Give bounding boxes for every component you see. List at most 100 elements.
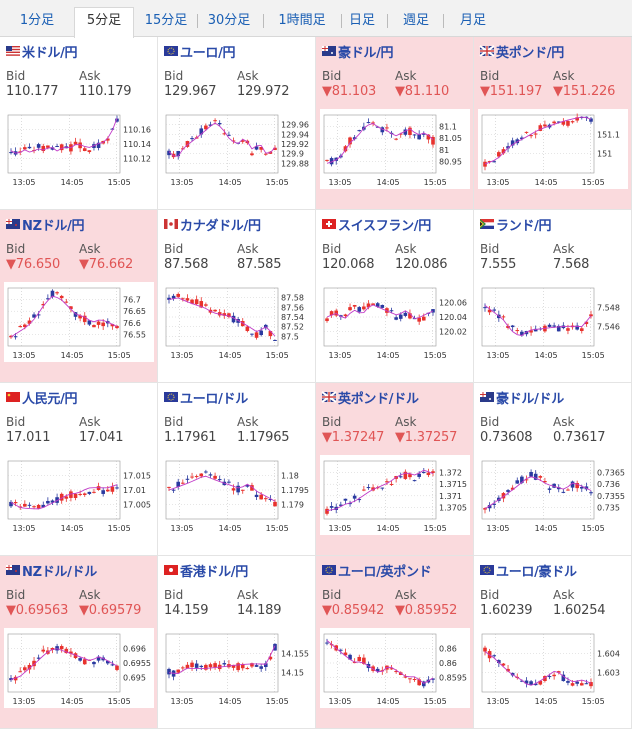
candle-body [181,482,185,484]
tab-6[interactable]: 週足 [402,13,429,28]
x-tick-label: 15:05 [108,178,131,187]
candle-body [352,495,357,499]
bid-value: 14.159 [164,603,209,618]
candle-body [204,471,208,473]
pair-name[interactable]: ユーロ/ドル [180,392,248,407]
candle-body [492,503,497,505]
candle-body [483,508,487,510]
price-chart: 110.16 110.14 110.12 13:05 14:05 15:05 [4,109,154,189]
pair-name[interactable]: ランド/円 [496,219,552,234]
y-tick-label: 1.1795 [281,486,309,495]
rate-cell[interactable]: 人民元/円 Bid Ask 17.011 17.041 17.015 17.01 17.005… [0,383,158,556]
candle-body [78,493,82,495]
pair-name[interactable]: 豪ドル/ドル [496,392,564,407]
tab-5[interactable]: 日足 [348,13,375,28]
pair-name[interactable]: NZドル/ドル [22,565,97,580]
candle-body [36,657,41,659]
candle-body [524,479,529,481]
pair-name[interactable]: 豪ドル/円 [338,46,394,61]
bid-value: ▼1.37247 [322,430,385,445]
candle-body [501,316,506,318]
pair-name[interactable]: 英ポンド/円 [496,46,564,61]
rate-cell[interactable]: ユーロ/ドル Bid Ask 1.17961 1.17965 1.18 1.1795 1.17… [158,383,316,556]
y-tick-label: 110.12 [123,155,151,164]
rate-cell[interactable]: 豪ドル/ドル Bid Ask 0.73608 0.73617 0.7365 0.736 0.7… [474,383,632,556]
tab-0[interactable]: 1分足 [19,13,55,28]
candle-body [23,503,27,507]
candle-body [176,293,181,297]
candle-body [487,505,492,509]
candle-body [366,303,371,308]
candle-body [190,299,194,304]
y-tick-label: 81.05 [439,134,462,143]
pair-name[interactable]: ユーロ/円 [180,46,236,61]
candle-body [389,310,394,312]
x-tick-label: 13:05 [12,178,35,187]
pair-name[interactable]: スイスフラン/円 [338,219,431,234]
pair-name[interactable]: 人民元/円 [22,392,78,407]
moving-average-line [10,118,118,154]
pair-name[interactable]: 米ドル/円 [22,46,78,61]
bid-label: Bid [322,69,342,83]
rate-cell[interactable]: 豪ドル/円 Bid Ask ▼81.103 ▼81.110 81.1 81.05 81 80.9… [316,37,474,210]
y-tick-label: 87.52 [281,323,304,332]
candle-body [87,150,92,153]
candle-body [46,500,50,504]
candle-body [167,150,171,156]
y-tick-label: 0.8595 [439,674,467,683]
pair-name[interactable]: カナダドル/円 [180,219,261,234]
rate-cell[interactable]: ユーロ/円 Bid Ask 129.967 129.972 129.96 129.94 129… [158,37,316,210]
rate-cell[interactable]: 英ポンド/ドル Bid Ask ▼1.37247 ▼1.37257 1.372 1.3715… [316,383,474,556]
tab-2[interactable]: 15分足 [144,13,188,28]
tab-7[interactable]: 月足 [459,13,486,28]
rate-cell[interactable]: カナダドル/円 Bid Ask 87.568 87.585 87.58 87.56 87.54… [158,210,316,383]
ask-label: Ask [79,588,101,602]
candle-body [245,326,250,331]
rate-cell[interactable]: ユーロ/英ポンド Bid Ask ▼0.85942 ▼0.85952 0.86 0.86 0.… [316,556,474,729]
rate-cell[interactable]: ランド/円 Bid Ask 7.555 7.568 7.548 7.546 13:05 14:0… [474,210,632,383]
tab-3[interactable]: 30分足 [207,13,251,28]
candle-body [199,473,204,477]
tab-4[interactable]: 1時間足 [278,13,326,28]
candle-body [329,158,334,165]
pair-name[interactable]: 香港ドル/円 [180,565,248,580]
candle-body [32,660,36,667]
candle-body [250,153,254,156]
rate-cell[interactable]: NZドル/円 Bid Ask ▼76.650 ▼76.662 76.7 76.65 76.6 7… [0,210,158,383]
x-tick-label: 15:05 [266,178,289,187]
y-tick-label: 76.65 [123,307,146,316]
pair-name[interactable]: ユーロ/英ポンド [338,565,432,580]
candle-body [259,330,263,336]
x-tick-label: 15:05 [582,178,605,187]
y-tick-label: 151.1 [597,130,620,139]
candle-body [362,306,366,310]
candle-body [357,499,362,501]
candle-body [325,318,329,322]
rate-cell[interactable]: 米ドル/円 Bid Ask 110.177 110.179 110.16 110.14 110… [0,37,158,210]
bid-label: Bid [164,242,184,256]
candle-body [87,320,92,325]
candle-body [417,679,421,686]
candle-body [487,309,492,313]
rate-cell[interactable]: ユーロ/豪ドル Bid Ask 1.60239 1.60254 1.604 1.603 13:… [474,556,632,729]
rate-cell[interactable]: NZドル/ドル Bid Ask ▼0.69563 ▼0.69579 0.696 0.6955… [0,556,158,729]
moving-average-line [484,651,592,686]
pair-name[interactable]: 英ポンド/ドル [338,392,419,407]
rate-cell[interactable]: 香港ドル/円 Bid Ask 14.159 14.189 14.155 14.15 13:05… [158,556,316,729]
rate-cell[interactable]: スイスフラン/円 Bid Ask 120.068 120.086 120.06 120.04… [316,210,474,383]
rate-cell[interactable]: 英ポンド/円 Bid Ask ▼151.197 ▼151.226 151.1 151 13:0… [474,37,632,210]
candle-body [236,663,240,671]
ask-value: ▼151.226 [553,84,616,99]
candle-body [533,328,538,332]
candle-body [575,325,579,330]
tab-1[interactable]: 5分足 [74,7,134,38]
candle-body [105,660,110,664]
ask-value: 1.60254 [553,603,606,618]
pair-name[interactable]: NZドル/円 [22,219,85,234]
pair-name[interactable]: ユーロ/豪ドル [496,565,577,580]
candle-body [510,325,515,328]
y-tick-label: 120.04 [439,313,467,322]
x-tick-label: 15:05 [108,351,131,360]
plot-frame [165,633,279,693]
candle-body [92,662,96,665]
